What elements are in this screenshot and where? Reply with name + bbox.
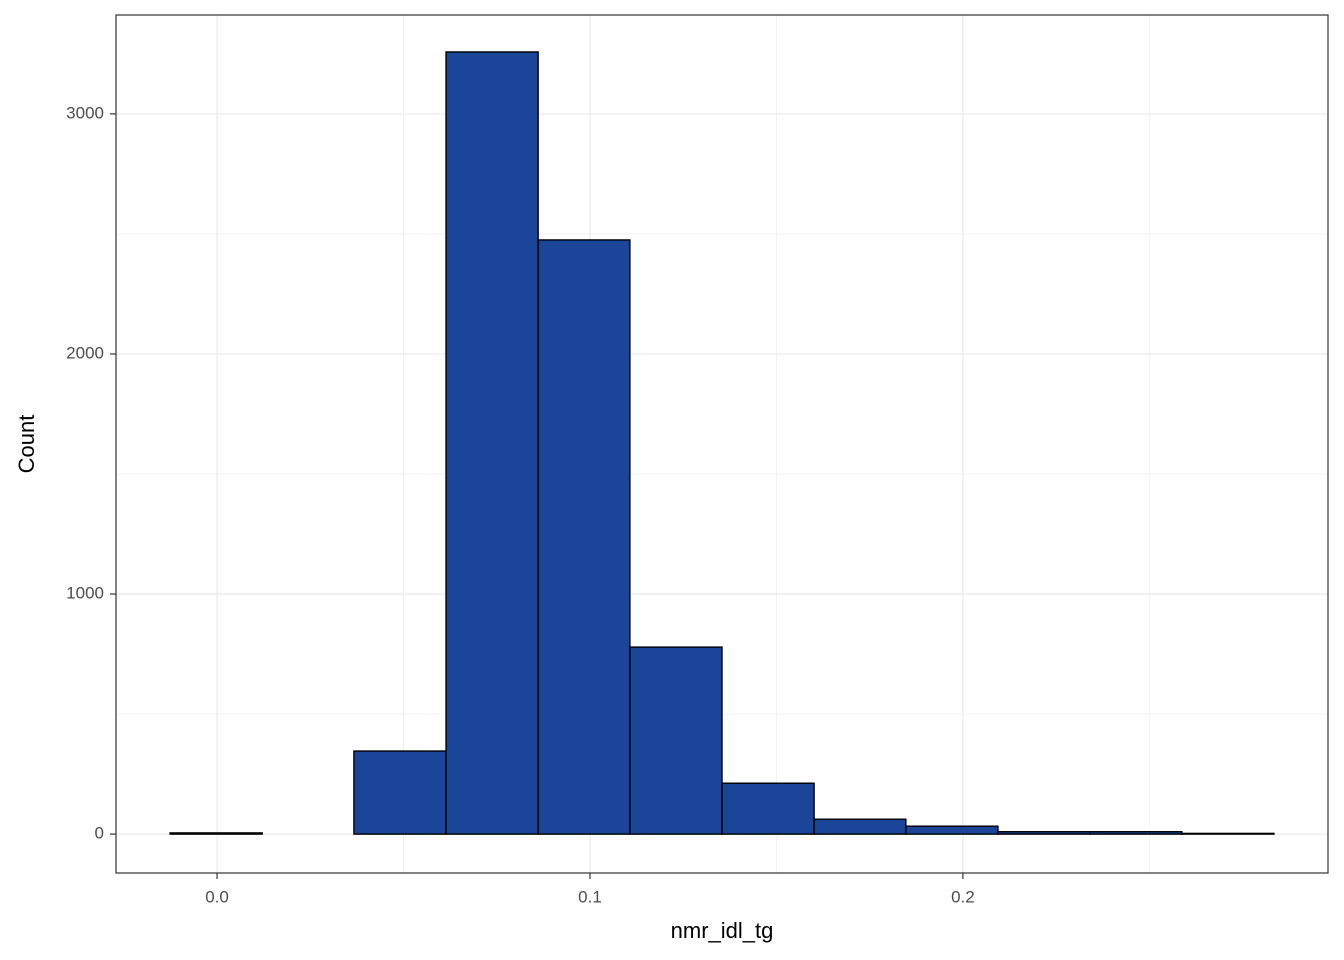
bar	[997, 831, 1091, 835]
bar	[1089, 831, 1183, 835]
bar	[813, 818, 907, 835]
bar	[629, 646, 723, 835]
bar	[537, 239, 631, 835]
bar	[905, 825, 999, 835]
bar	[721, 782, 815, 835]
x-tick-label: 0.1	[578, 887, 602, 906]
bar	[169, 832, 263, 835]
y-axis-title: Count	[14, 415, 39, 474]
bars	[169, 51, 1275, 835]
y-tick-label: 2000	[66, 343, 104, 362]
y-tick-label: 0	[95, 824, 104, 843]
bar	[445, 51, 539, 835]
x-tick-label: 0.2	[951, 887, 975, 906]
y-tick-label: 1000	[66, 584, 104, 603]
bar	[353, 750, 447, 835]
x-tick-label: 0.0	[205, 887, 229, 906]
x-axis-title: nmr_idl_tg	[671, 918, 774, 943]
bar	[1181, 832, 1275, 835]
panel-border	[115, 14, 1329, 874]
y-tick-label: 3000	[66, 103, 104, 122]
